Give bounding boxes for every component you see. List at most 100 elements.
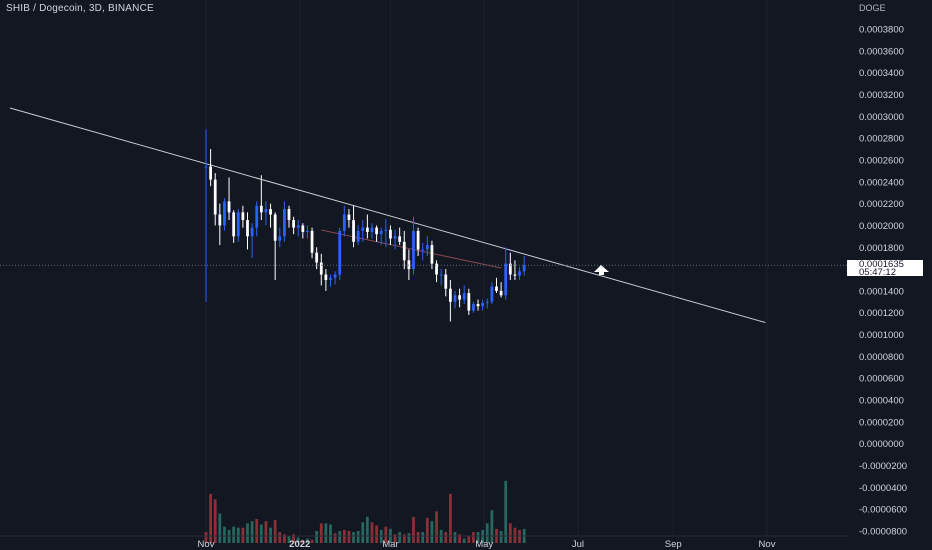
price-tick-label: 0.0003200 — [859, 90, 904, 101]
volume-bar — [310, 539, 314, 544]
candle — [398, 227, 402, 246]
volume-bar — [490, 510, 494, 544]
volume-bar — [444, 532, 448, 544]
time-tick-label: Mar — [382, 539, 398, 550]
candle — [246, 212, 249, 250]
volume-bar — [315, 531, 319, 544]
volume-bar — [370, 522, 374, 544]
candle-body — [485, 301, 489, 303]
volume-bar — [269, 527, 272, 544]
candle-body — [227, 201, 231, 213]
candle — [384, 218, 388, 248]
candle-body — [250, 227, 254, 237]
volume-bar — [241, 527, 245, 544]
candle — [232, 210, 236, 243]
price-tick-label: 0.0000000 — [859, 439, 904, 450]
time-axis[interactable]: Nov 2022 Mar May Jul Sep Nov — [0, 535, 848, 550]
candle-body — [393, 236, 397, 239]
candle-body — [444, 274, 448, 289]
volume-bar — [366, 516, 369, 544]
candle — [223, 198, 226, 231]
volume-bar — [204, 532, 208, 544]
plot-area[interactable] — [0, 0, 848, 550]
candle — [476, 299, 480, 311]
candle-body — [283, 209, 286, 237]
candle-body — [246, 219, 249, 237]
volume-bar — [232, 526, 236, 544]
candle — [504, 247, 508, 300]
price-tick-label: 0.0000200 — [859, 417, 904, 428]
volume-bar — [264, 521, 268, 544]
candle — [329, 274, 332, 287]
candle-body — [338, 230, 342, 275]
time-tick-label: Nov — [198, 539, 215, 550]
candle-body — [508, 263, 512, 275]
candle-body — [347, 214, 351, 220]
chart-title: SHIB / Dogecoin, 3D, BINANCE — [6, 3, 154, 14]
candle-body — [269, 209, 272, 215]
candle-body — [448, 288, 452, 302]
price-tick-label: -0.0000600 — [859, 505, 907, 516]
candle — [393, 229, 397, 250]
volume-bar — [338, 531, 342, 544]
price-tick-label: 0.0003400 — [859, 68, 904, 79]
candle — [490, 282, 494, 305]
candle — [370, 223, 374, 239]
time-tick-label: Sep — [665, 539, 682, 550]
candle — [444, 269, 448, 297]
candle — [412, 216, 415, 275]
arrow-up-icon[interactable] — [594, 265, 609, 275]
candle — [425, 236, 429, 256]
candle-body — [453, 295, 457, 302]
candle — [518, 266, 521, 280]
volume-bar — [213, 499, 217, 544]
candle — [269, 203, 272, 228]
candle — [439, 269, 443, 286]
volume-bar — [292, 534, 295, 544]
candle-body — [389, 229, 392, 239]
price-tick-label: 0.0001400 — [859, 286, 904, 297]
price-tick-label: 0.0001200 — [859, 308, 904, 319]
volume-bar — [407, 533, 411, 544]
candle-body — [232, 212, 236, 237]
candle — [296, 219, 300, 237]
volume-bar — [384, 526, 388, 544]
volume-bar — [352, 532, 355, 544]
candle-body — [398, 236, 402, 242]
candle-body — [481, 302, 485, 307]
volume-bar — [448, 493, 452, 544]
candle — [209, 149, 212, 187]
volume-bar — [347, 531, 351, 544]
volume-bar — [472, 532, 475, 544]
candle — [485, 298, 489, 309]
candle — [287, 205, 291, 228]
volume-bar — [508, 523, 512, 544]
candle — [292, 216, 295, 235]
candle-body — [255, 205, 259, 228]
price-axis[interactable]: 0.0003800 0.0003600 0.0003400 0.0003200 0.00… — [859, 25, 907, 538]
candle-body — [370, 227, 374, 232]
price-tick-label: -0.0000200 — [859, 461, 907, 472]
candle-body — [439, 274, 443, 276]
volume-bar — [283, 534, 286, 544]
volume-bar — [430, 521, 434, 544]
trendline-segment[interactable] — [9, 107, 766, 324]
candle-body — [213, 179, 217, 215]
candle-body — [306, 230, 309, 232]
price-tick-label: 0.0002400 — [859, 177, 904, 188]
candle-body — [273, 214, 277, 241]
candle — [462, 285, 466, 305]
candle — [435, 260, 438, 283]
candle-body — [296, 225, 300, 228]
candle — [310, 227, 314, 259]
candle — [458, 288, 461, 308]
candle-body — [467, 293, 471, 311]
volume-bar — [412, 516, 415, 544]
candle — [448, 280, 452, 322]
volume-bar — [218, 513, 222, 544]
candle — [402, 230, 406, 270]
candle — [481, 299, 485, 311]
candle — [241, 205, 245, 228]
candle — [213, 173, 217, 226]
